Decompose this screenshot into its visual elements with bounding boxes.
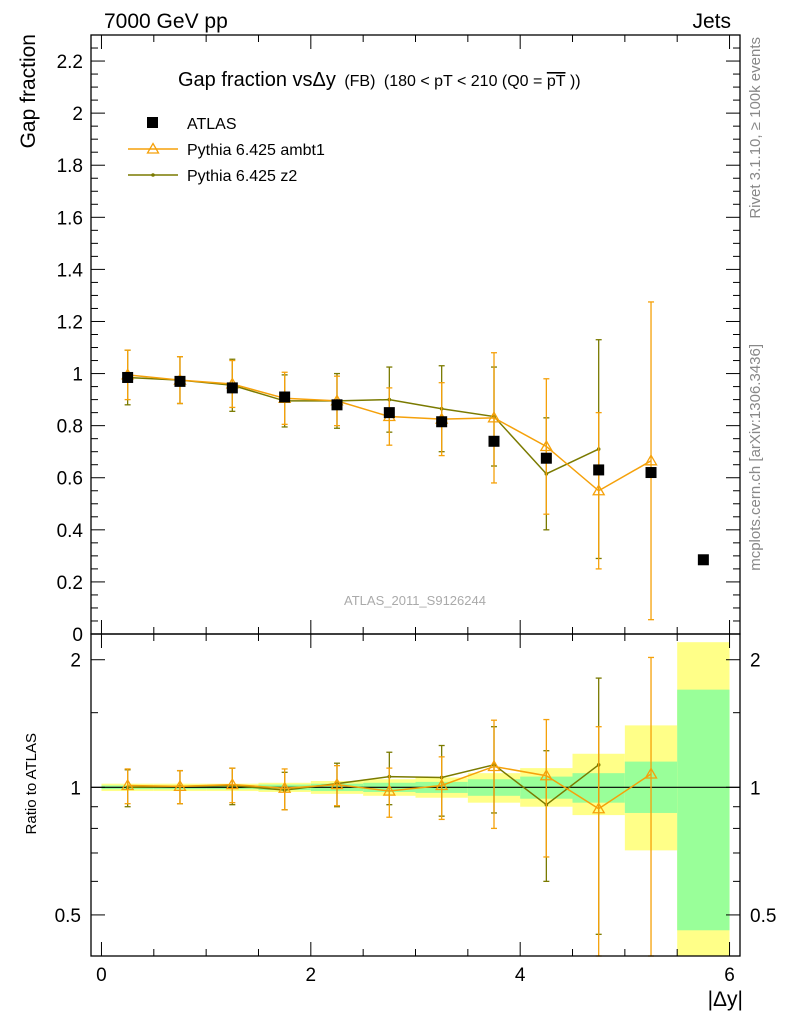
ambt1-ratio-marker [330,777,344,790]
legend-atlas-label: ATLAS [187,116,237,133]
ambt1-ratio-marker [435,778,449,791]
chart-title: Gap fraction vsΔy (FB) (180 < pT < 210 (… [178,69,581,91]
ambt1-ratio-marker [539,768,553,781]
legend-z2-label: Pythia 6.425 z2 [187,168,297,185]
header-left: 7000 GeV pp [104,10,228,33]
x-tick-label: 0 [96,965,107,986]
axes: 0 0.2 0.4 0.6 0.8 1 1.2 1.4 1.6 1.8 2 2.2 0 2 4 6 0.5 0.5… [55,34,776,986]
mcplots-label: mcplots.cern.ch [arXiv:1306.3436] [747,344,764,571]
ambt1-ratio-marker [644,767,658,779]
upper-y-tick-label: 0.6 [57,469,83,490]
x-axis-label: |Δy| [708,988,743,1011]
upper-y-tick-label: 0.8 [57,417,83,438]
upper-y-tick-label: 1 [72,365,83,386]
atlas-data-point [226,382,238,394]
ambt1-ratio-marker [382,784,396,796]
ambt1-ratio-marker [278,781,292,793]
upper-y-tick-label: 1.8 [57,156,83,177]
title-small-1: (FB) [344,73,375,90]
legend: ATLAS Pythia 6.425 ambt1 Pythia 6.425 z2 [128,116,325,185]
ambt1-marker [592,483,606,496]
legend-ambt1-marker [146,142,160,154]
lower-y-tick-label-right: 2 [750,651,761,672]
atlas-data-point [122,371,134,383]
legend-ambt1-label: Pythia 6.425 ambt1 [187,142,325,159]
upper-y-tick-label: 0.4 [57,521,84,542]
lower-y-tick-label: 2 [70,651,81,672]
ambt1-marker [487,411,501,423]
atlas-data-point [331,399,343,411]
lower-y-tick-label-right: 1 [750,778,761,799]
ambt1-marker [539,439,553,452]
ambt1-ratio-marker [173,779,187,792]
legend-z2-marker [151,173,155,177]
upper-y-tick-label: 1.2 [57,312,83,333]
atlas-data-point [174,375,186,387]
title-main: Gap fraction vsΔy [178,69,336,91]
title-overlined: pT [547,73,566,90]
ambt1-ratio-marker [592,801,606,814]
lower-y-tick-label-right: 0.5 [750,906,776,927]
atlas-data-point [540,452,552,464]
atlas-data-point [436,416,448,428]
upper-ylabel: Gap fraction [17,34,40,148]
lower-ylabel: Ratio to ATLAS [23,733,40,834]
upper-y-tick-label: 0.2 [57,573,83,594]
lower-y-tick-label: 1 [70,778,81,799]
title-small-3: )) [570,73,581,90]
lower-plot-data [91,656,740,957]
header-right: Jets [692,10,731,33]
lower-y-tick-label: 0.5 [55,906,81,927]
ambt1-marker [644,454,658,466]
ambt1-ratio-marker [487,759,501,772]
upper-y-tick-label: 1.6 [57,208,83,229]
atlas-data-point [383,407,395,419]
x-tick-label: 2 [306,965,317,986]
atlas-data-point [593,464,605,476]
rivet-label: Rivet 3.1.10, ≥ 100k events [747,37,764,219]
x-tick-label: 6 [724,965,735,986]
upper-y-tick-label: 1.4 [57,260,84,281]
atlas-data-point [279,391,291,403]
ambt1-ratio-marker [121,778,135,791]
legend-atlas-marker [147,117,158,128]
upper-plot-data [121,301,709,621]
ambt1-ratio-marker [225,777,239,790]
upper-y-tick-label: 0 [72,625,83,646]
atlas-data-point [488,435,500,447]
atlas-data-point [697,554,709,566]
z2-line [127,376,600,475]
ratio-bands [101,642,730,956]
x-tick-label: 4 [515,965,526,986]
title-small-2: (180 < pT < 210 (Q0 = [384,73,542,90]
upper-y-tick-label: 2 [72,104,83,125]
atlas-data-point [645,467,657,479]
watermark: ATLAS_2011_S9126244 [344,593,486,608]
upper-y-tick-label: 2.2 [57,52,83,73]
ratio-band-inner [677,689,730,931]
